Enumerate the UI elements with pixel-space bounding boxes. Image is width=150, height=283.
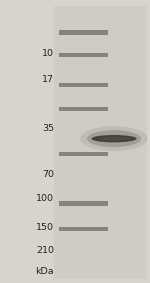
Ellipse shape (87, 130, 141, 147)
Text: 150: 150 (36, 223, 54, 232)
FancyBboxPatch shape (59, 152, 108, 156)
FancyBboxPatch shape (59, 83, 108, 87)
FancyBboxPatch shape (54, 6, 147, 279)
Text: 10: 10 (42, 49, 54, 58)
Text: 70: 70 (42, 170, 54, 179)
Text: kDa: kDa (35, 267, 54, 276)
Text: 35: 35 (42, 124, 54, 133)
FancyBboxPatch shape (59, 30, 108, 35)
Text: 210: 210 (36, 246, 54, 255)
Text: 17: 17 (42, 75, 54, 84)
FancyBboxPatch shape (59, 107, 108, 111)
FancyBboxPatch shape (59, 227, 108, 231)
Text: 100: 100 (36, 194, 54, 203)
Ellipse shape (92, 135, 136, 142)
FancyBboxPatch shape (59, 53, 108, 57)
Ellipse shape (99, 137, 132, 141)
FancyBboxPatch shape (59, 201, 108, 206)
Ellipse shape (80, 126, 148, 151)
